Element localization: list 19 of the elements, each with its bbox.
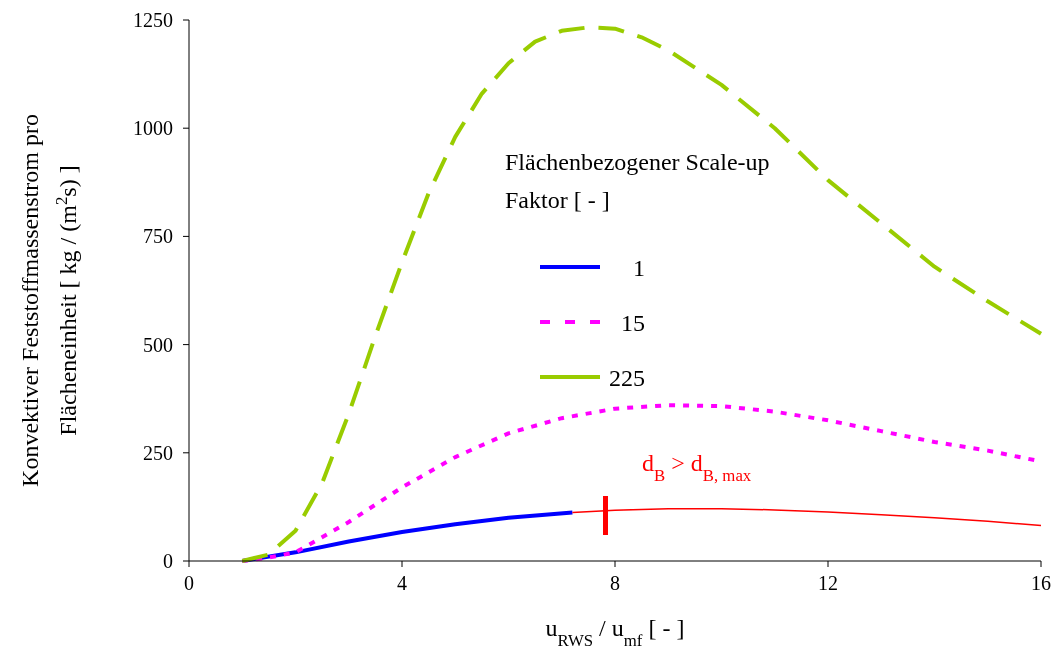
legend-label: 225 [609, 365, 645, 391]
x-tick-label: 12 [818, 572, 838, 594]
x-axis-title: u$_{RWS}$ / u$_{mf}$ [ - ] [545, 615, 685, 648]
annotation: d$_{B}$ > d$_{B, max}$ [642, 450, 752, 485]
y-tick-label: 500 [143, 333, 173, 356]
legend-label: 1 [633, 255, 645, 281]
line-series [571, 507, 1042, 527]
y-tick-label: 0 [163, 550, 173, 572]
x-tick-label: 16 [1031, 572, 1051, 594]
x-tick-label: 8 [610, 572, 620, 594]
legend-title: Flächenbezogener Scale-up Faktor [ - ] [505, 149, 770, 213]
line-series [240, 25, 1043, 563]
x-tick-label: 0 [184, 572, 194, 594]
x-tick-label: 4 [397, 572, 407, 594]
y-tick-label: 250 [143, 441, 173, 464]
y-tick-label: 750 [143, 225, 173, 248]
legend-label: 15 [621, 310, 645, 336]
y-tick-label: 1250 [133, 9, 173, 31]
y-tick-label: 1000 [133, 117, 173, 140]
